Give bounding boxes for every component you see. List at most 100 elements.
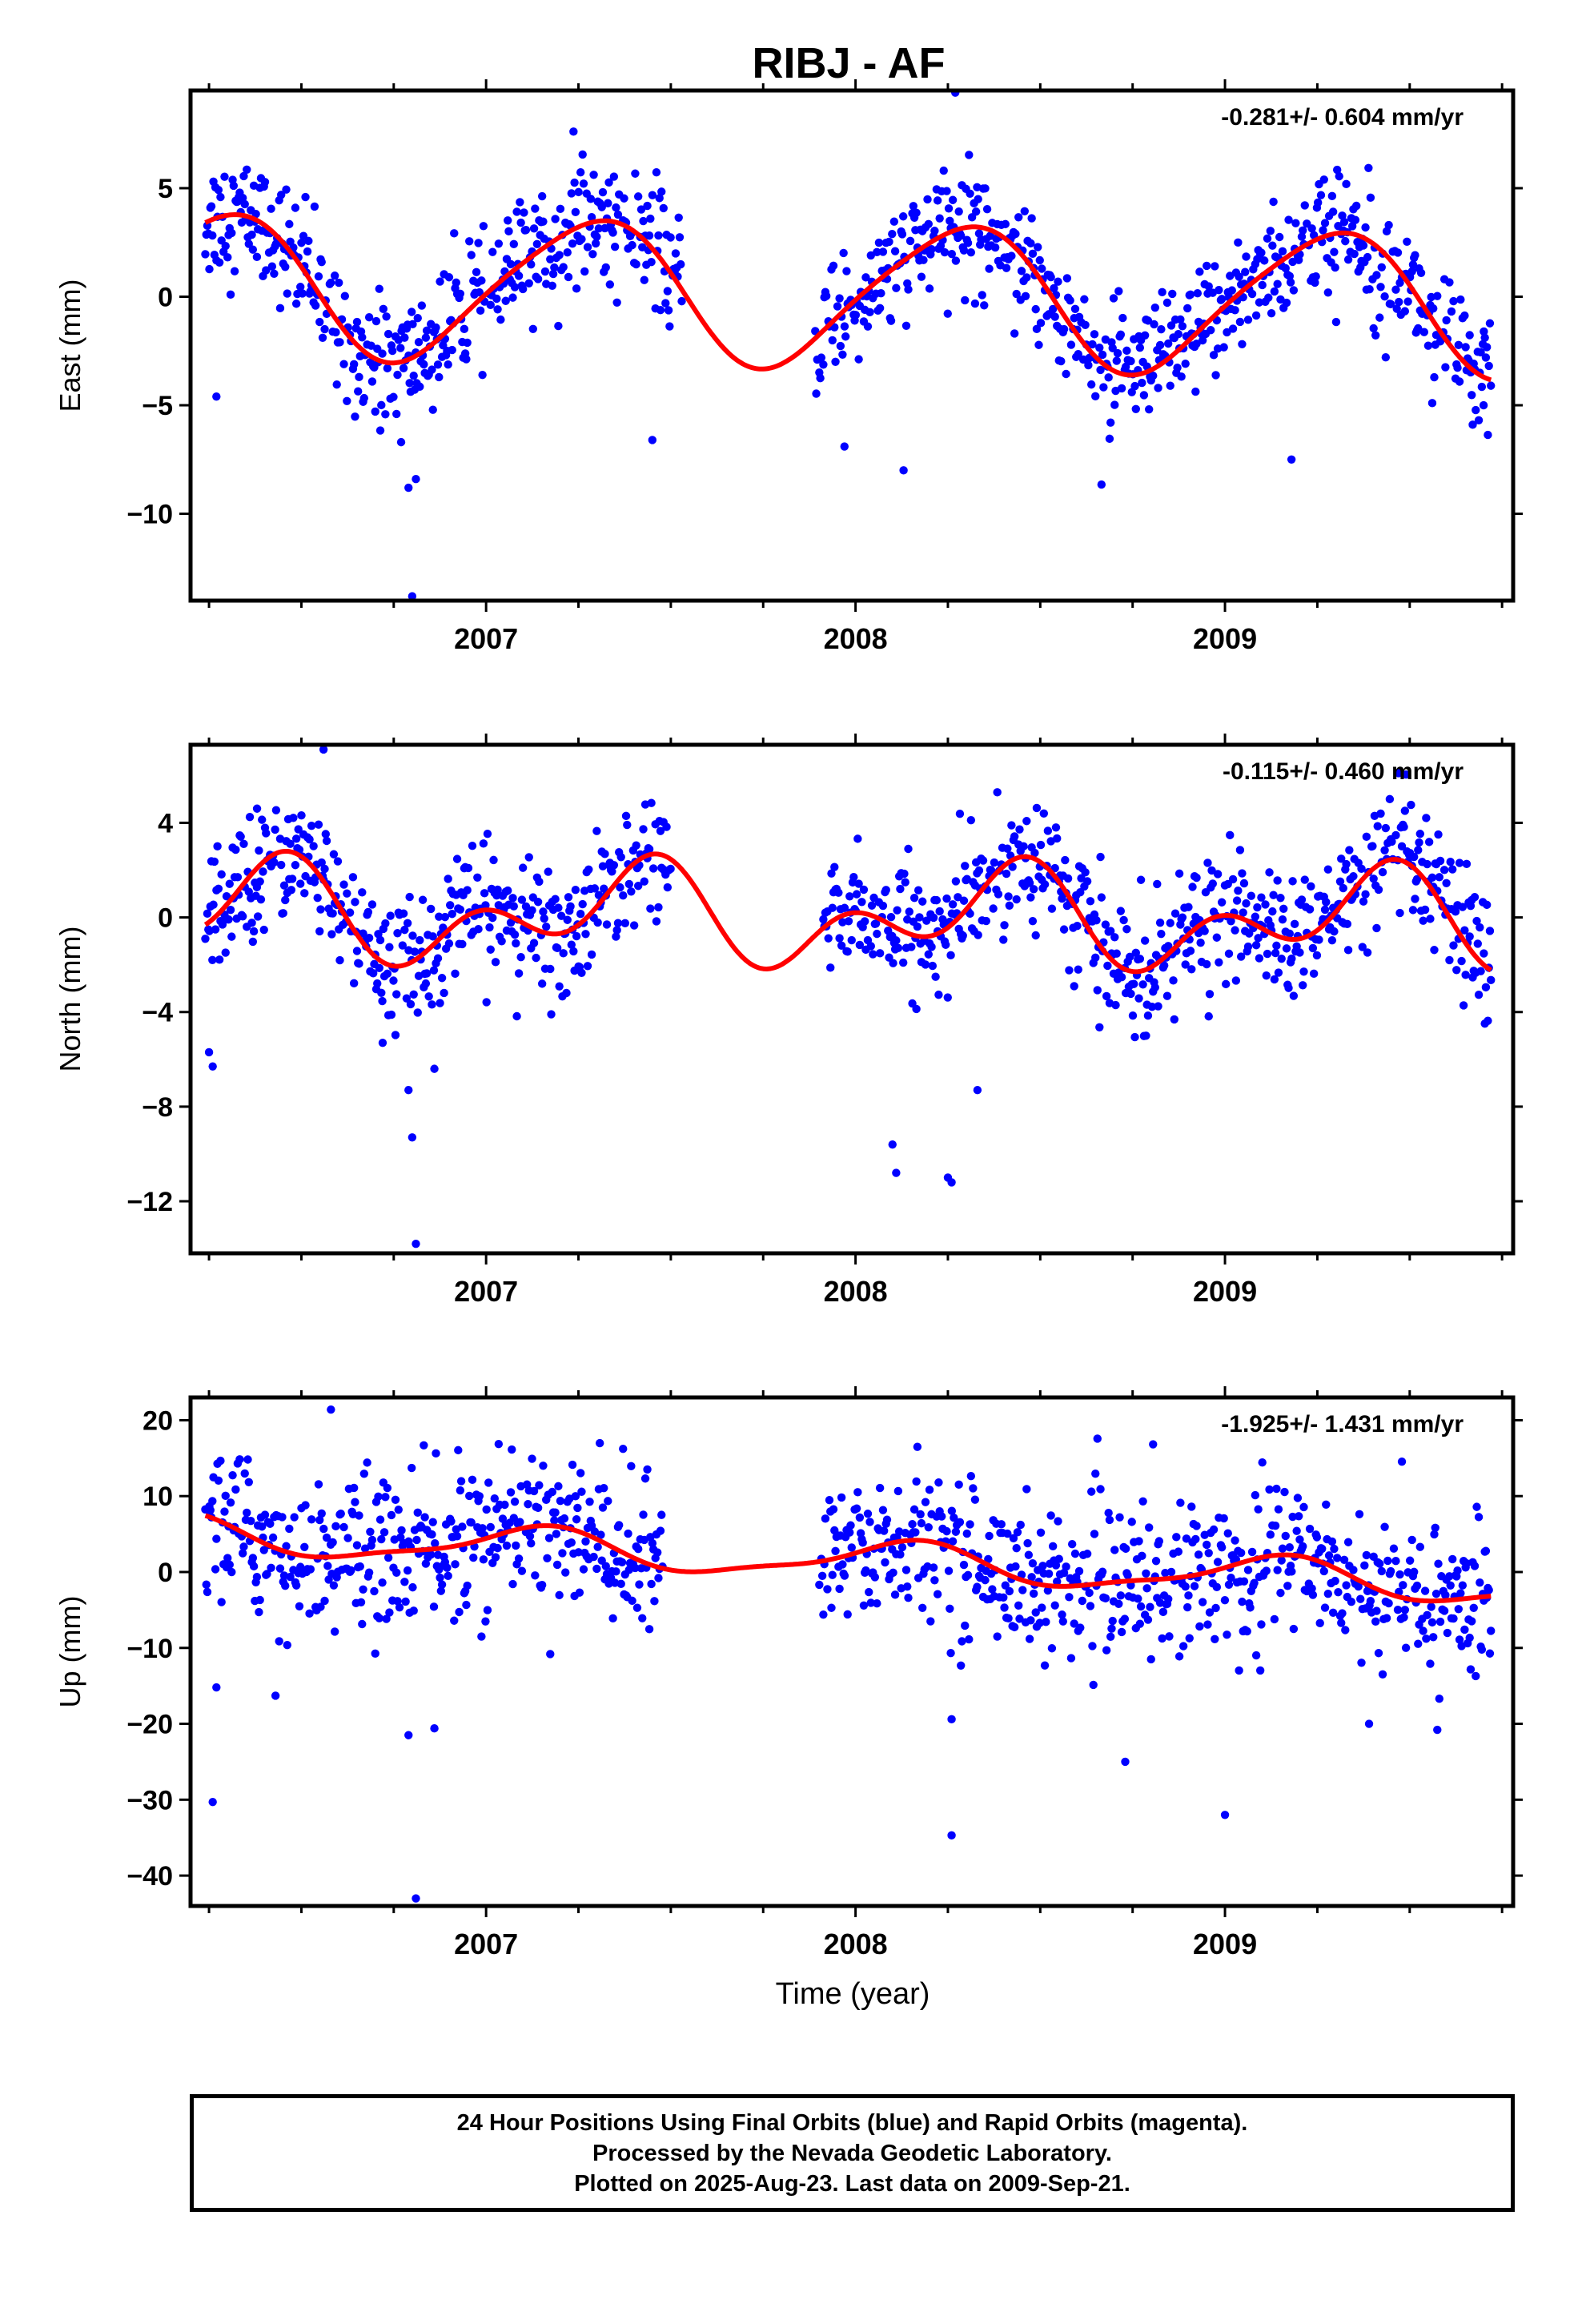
- data-point: [1461, 343, 1470, 352]
- data-point: [930, 227, 939, 235]
- data-point: [1327, 935, 1337, 945]
- data-point: [1053, 834, 1062, 843]
- data-point: [942, 187, 951, 195]
- data-point: [537, 191, 547, 201]
- data-point: [1407, 800, 1415, 810]
- data-point: [1088, 340, 1097, 349]
- data-point: [1411, 895, 1419, 903]
- data-point: [969, 1484, 978, 1493]
- data-point: [1407, 1535, 1416, 1545]
- data-point: [984, 1554, 993, 1564]
- data-point: [295, 1602, 304, 1610]
- data-point: [1062, 274, 1072, 283]
- data-point: [1047, 904, 1057, 913]
- data-point: [1207, 866, 1216, 875]
- data-point: [1337, 854, 1346, 863]
- data-point: [1434, 1559, 1443, 1568]
- data-point: [263, 1570, 271, 1578]
- data-point: [675, 233, 685, 242]
- outlier-point: [1479, 400, 1488, 410]
- data-point: [1026, 239, 1035, 248]
- data-point: [1015, 825, 1024, 834]
- data-point: [335, 278, 343, 287]
- data-point: [586, 195, 596, 203]
- data-point: [837, 941, 846, 951]
- data-point: [316, 1602, 325, 1611]
- data-point: [223, 1554, 232, 1562]
- data-point: [393, 1597, 402, 1606]
- data-point: [1154, 1002, 1162, 1011]
- data-point: [613, 210, 623, 219]
- data-point: [443, 1563, 452, 1572]
- data-point: [925, 1486, 934, 1494]
- data-point: [966, 815, 976, 825]
- data-point: [275, 304, 285, 313]
- data-point: [1253, 903, 1262, 912]
- data-point: [482, 998, 491, 1007]
- data-point: [999, 935, 1008, 944]
- data-point: [1008, 862, 1017, 871]
- data-point: [330, 271, 339, 280]
- data-point: [1101, 1594, 1110, 1603]
- data-point: [612, 926, 621, 935]
- data-point: [1403, 237, 1411, 246]
- data-point: [403, 919, 412, 927]
- data-point: [632, 1603, 642, 1612]
- data-point: [1135, 343, 1145, 352]
- data-point: [1223, 1529, 1232, 1538]
- data-point: [1009, 1534, 1018, 1542]
- data-point: [1339, 218, 1349, 227]
- data-point: [567, 189, 576, 198]
- data-point: [1371, 1617, 1380, 1626]
- data-point: [578, 899, 587, 909]
- data-point: [1203, 959, 1211, 969]
- data-point: [835, 934, 844, 943]
- data-point: [1172, 1533, 1181, 1542]
- data-point: [602, 920, 612, 929]
- data-point: [1022, 273, 1031, 282]
- data-point: [463, 338, 472, 348]
- data-point: [1027, 214, 1036, 223]
- data-point: [253, 912, 263, 921]
- data-point: [896, 884, 905, 894]
- data-point: [1150, 303, 1159, 312]
- data-point: [1015, 1614, 1024, 1623]
- data-point: [1113, 348, 1122, 358]
- data-point: [539, 907, 548, 916]
- data-layer: [201, 1405, 1496, 1903]
- data-point: [957, 231, 966, 240]
- data-point: [533, 1503, 543, 1513]
- data-point: [888, 229, 897, 239]
- data-point: [1131, 948, 1140, 958]
- data-point: [948, 900, 958, 909]
- data-point: [1357, 864, 1366, 874]
- data-point: [966, 1520, 974, 1529]
- data-point: [843, 947, 852, 956]
- data-point: [1287, 1567, 1296, 1576]
- data-point: [1386, 1566, 1395, 1576]
- data-point: [904, 844, 913, 854]
- data-point: [974, 866, 984, 875]
- data-point: [1004, 892, 1013, 901]
- data-point: [516, 198, 524, 207]
- data-point: [1354, 1582, 1363, 1591]
- data-point: [374, 1492, 383, 1502]
- data-point: [1131, 404, 1140, 413]
- x-tick-label: 2007: [454, 622, 518, 655]
- data-point: [573, 1503, 582, 1513]
- data-point: [255, 877, 264, 886]
- data-point: [544, 1534, 554, 1542]
- data-point: [908, 1520, 917, 1529]
- data-point: [966, 1472, 976, 1481]
- data-point: [1130, 381, 1139, 391]
- data-point: [1480, 949, 1488, 958]
- data-point: [843, 1610, 852, 1619]
- data-point: [593, 1542, 602, 1551]
- data-point: [1275, 232, 1284, 242]
- data-point: [1209, 351, 1219, 360]
- data-point: [465, 1491, 474, 1501]
- data-point: [1270, 1614, 1279, 1624]
- outlier-point: [408, 1133, 417, 1142]
- data-point: [842, 267, 851, 275]
- data-point: [1285, 1543, 1295, 1552]
